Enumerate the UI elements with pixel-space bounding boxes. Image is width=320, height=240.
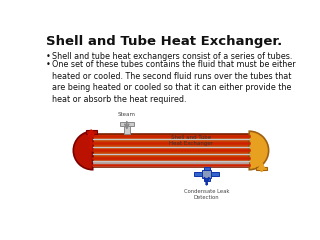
Text: •: • bbox=[46, 52, 51, 61]
Bar bbox=[202, 170, 211, 178]
Text: Condensate Leak
Detection: Condensate Leak Detection bbox=[184, 189, 229, 200]
Wedge shape bbox=[249, 131, 268, 170]
Text: •: • bbox=[46, 60, 51, 69]
Bar bbox=[194, 172, 219, 176]
Wedge shape bbox=[73, 131, 93, 170]
Bar bbox=[86, 131, 97, 134]
Text: Steam: Steam bbox=[118, 112, 136, 117]
Text: Shell and Tube Heat Exchanger.: Shell and Tube Heat Exchanger. bbox=[46, 35, 282, 48]
Text: One set of these tubes contains the fluid that must be either
heated or cooled. : One set of these tubes contains the flui… bbox=[52, 60, 295, 104]
Bar bbox=[124, 124, 130, 133]
Bar bbox=[120, 122, 134, 126]
Bar bbox=[93, 133, 249, 168]
Bar bbox=[256, 167, 267, 170]
Text: Shell and Tube
Heat Exchanger: Shell and Tube Heat Exchanger bbox=[169, 135, 213, 146]
Bar bbox=[204, 168, 210, 181]
Bar bbox=[93, 161, 249, 168]
Text: Shell and tube heat exchangers consist of a series of tubes.: Shell and tube heat exchangers consist o… bbox=[52, 52, 292, 61]
